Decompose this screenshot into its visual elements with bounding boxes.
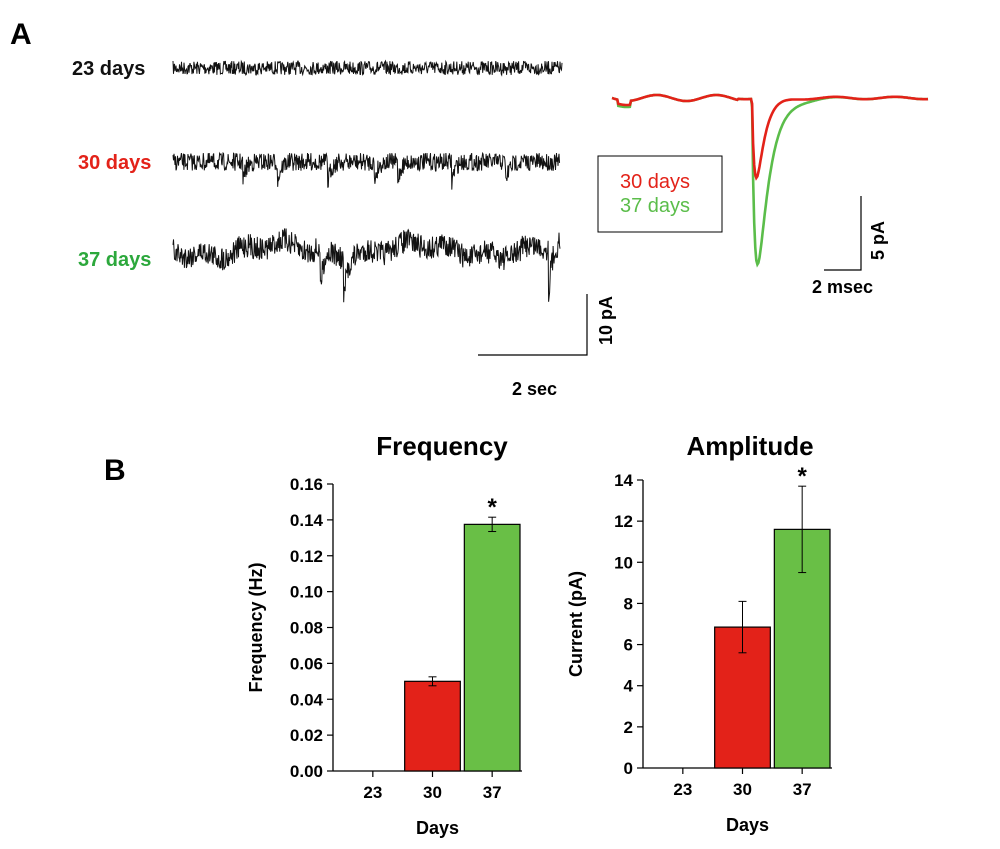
trace-label-30-days: 30 days [78,152,151,174]
frequency-y-tick-label: 0.08 [290,619,323,638]
frequency-y-tick-label: 0.02 [290,726,323,745]
trace-scale-lines [478,294,588,356]
amplitude-x-tick-label-23: 23 [673,780,692,799]
panel-a-letter: A [10,18,32,51]
amplitude-y-tick-label: 12 [614,512,633,531]
time-scale-label: 2 sec [512,379,557,399]
legend-30-days: 30 days [620,171,690,193]
amplitude-chart: Amplitude 0 2 4 6 8 10 12 14 23 30 37 * Days Current (… [566,431,832,835]
frequency-x-tick-label-37: 37 [483,783,502,802]
amplitude-x-tick-label-37: 37 [793,780,812,799]
amplitude-y-tick-label: 2 [624,718,633,737]
frequency-bar-37 [463,523,521,772]
amplitude-y-tick-label: 0 [624,759,633,778]
frequency-y-tick-label: 0.10 [290,583,323,602]
frequency-bar-30 [404,680,461,772]
average-event-30-days [611,93,929,181]
frequency-y-tick-label: 0.00 [290,762,323,781]
current-scale-label: 10 pA [596,296,616,345]
amplitude-y-tick-label: 14 [614,471,633,490]
event-scale-lines [824,196,862,271]
frequency-chart: Frequency 0.00 0.02 0.04 0.06 0.08 0.10 0.12 0.1… [246,431,522,838]
amplitude-y-tick-label: 10 [614,553,633,572]
legend-37-days: 37 days [620,195,690,217]
frequency-y-tick-label: 0.16 [290,475,323,494]
frequency-y-axis-label: Frequency (Hz) [246,562,266,692]
trace-30-days [172,151,561,190]
amplitude-bar-30 [714,626,771,769]
frequency-y-tick-label: 0.12 [290,547,323,566]
amplitude-x-tick-label-30: 30 [733,780,752,799]
frequency-y-tick-label: 0.06 [290,654,323,673]
frequency-y-tick-label: 0.14 [290,511,324,530]
amplitude-y-tick-label: 6 [624,636,633,655]
trace-label-23-days: 23 days [72,58,145,80]
panel-b-letter: B [104,454,126,487]
legend-box [597,155,723,233]
trace-scale-bar: 2 sec 10 pA [478,294,616,399]
trace-label-37-days: 37 days [78,249,151,271]
amplitude-y-tick-label: 8 [624,594,633,613]
frequency-significance-mark: * [487,494,497,521]
amplitude-chart-title: Amplitude [686,431,813,461]
frequency-y-tick-label: 0.04 [290,690,324,709]
amplitude-y-tick-label: 4 [624,677,634,696]
event-current-scale-label: 5 pA [868,221,888,260]
amplitude-y-axis-label: Current (pA) [566,571,586,677]
trace-23-days [172,59,563,77]
amplitude-significance-mark: * [797,463,807,490]
frequency-x-tick-label-30: 30 [423,783,442,802]
average-event: 30 days 37 days 2 msec 5 pA [597,93,929,297]
trace-37-days [172,228,561,303]
recording-traces: 23 days 30 days 37 days [72,58,563,303]
amplitude-x-axis-label: Days [726,815,769,835]
frequency-x-axis-label: Days [416,818,459,838]
frequency-x-tick-label-23: 23 [363,783,382,802]
frequency-chart-title: Frequency [376,431,508,461]
event-time-scale-label: 2 msec [812,277,873,297]
